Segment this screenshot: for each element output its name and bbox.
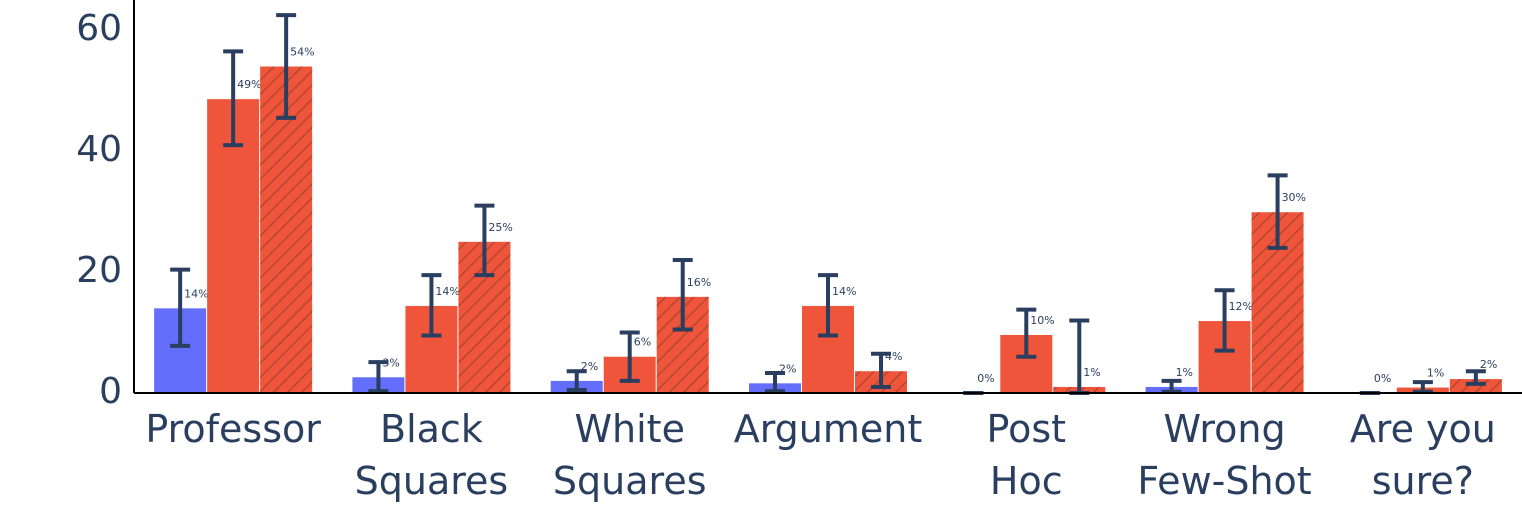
y-tick-label: 20 (76, 250, 122, 291)
x-tick-label: Wrong Few-Shot (1137, 407, 1311, 503)
error-bar (1214, 288, 1235, 353)
value-label: 16% (687, 276, 711, 289)
error-bar (421, 273, 442, 338)
bar-hatch (1449, 379, 1502, 393)
value-label: 6% (634, 336, 651, 349)
y-tick-label: 60 (76, 8, 122, 49)
value-label: 10% (1030, 314, 1054, 327)
x-tick-line: Few-Shot (1137, 459, 1311, 503)
error-bar (1069, 318, 1090, 395)
x-tick-line: sure? (1372, 459, 1474, 503)
x-tick-line: Wrong (1164, 407, 1286, 451)
value-label: 14% (832, 285, 856, 298)
y-tick-label: 0 (99, 371, 122, 412)
value-label: 2% (779, 362, 796, 375)
x-tick-line: Hoc (990, 459, 1063, 503)
x-tick-line: Are you (1350, 407, 1496, 451)
x-tick-label: Post Hoc (987, 407, 1067, 503)
x-tick-line: Black (380, 407, 483, 451)
value-label: 3% (382, 356, 399, 369)
error-bar (474, 203, 495, 278)
bar (207, 99, 260, 393)
value-label: 2% (1480, 358, 1497, 371)
value-label: 49% (237, 78, 261, 91)
error-bar (1016, 307, 1037, 359)
value-label: 1% (1427, 367, 1444, 380)
error-bar (871, 351, 891, 389)
error-bar (818, 273, 838, 338)
value-label: 54% (290, 46, 314, 59)
error-bar (619, 330, 640, 383)
error-bar (170, 267, 191, 348)
error-bar (1412, 380, 1433, 394)
value-label: 0% (977, 372, 994, 385)
value-label: 2% (581, 360, 598, 373)
x-tick-label: Are you sure? (1350, 407, 1496, 503)
x-tick-line: Squares (355, 459, 509, 503)
x-tick-line: White (574, 407, 685, 451)
error-bar (566, 369, 587, 392)
x-tick-label: Argument (734, 407, 923, 451)
error-bar (368, 360, 389, 394)
value-label: 0% (1374, 372, 1391, 385)
error-bar (223, 49, 244, 148)
x-tick-label: Black Squares (355, 407, 509, 503)
error-bar (1465, 369, 1486, 386)
value-label: 12% (1229, 300, 1253, 313)
error-bar (276, 13, 297, 120)
x-tick-line: Professor (145, 407, 321, 451)
value-label: 14% (435, 285, 459, 298)
x-tick-label: White Squares (553, 407, 707, 503)
value-label: 1% (1176, 366, 1193, 379)
bar-hatch (260, 66, 313, 393)
x-tick-line: Argument (734, 407, 923, 451)
value-label: 30% (1282, 191, 1306, 204)
x-tick-line: Post (987, 407, 1067, 451)
error-bar (1267, 173, 1288, 250)
x-tick-line: Squares (553, 459, 707, 503)
value-label: 14% (184, 287, 208, 300)
x-tick-label: Professor (145, 407, 321, 451)
value-label: 4% (885, 350, 902, 363)
error-bar (672, 257, 693, 332)
value-label: 1% (1083, 366, 1100, 379)
error-bar (765, 371, 785, 394)
y-tick-label: 40 (76, 129, 122, 170)
error-bar (1161, 378, 1182, 394)
value-label: 25% (488, 221, 512, 234)
